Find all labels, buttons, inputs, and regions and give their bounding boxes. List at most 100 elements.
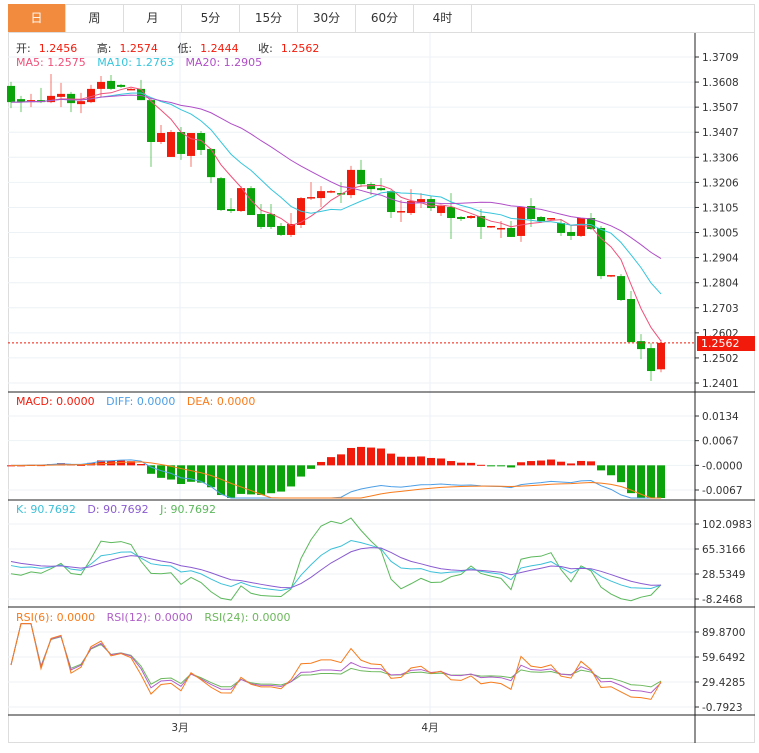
ma10-line <box>11 92 662 295</box>
macd-bar <box>137 464 145 466</box>
macd-legend: MACD: 0.0000 DIFF: 0.0000 DEA: 0.0000 <box>16 395 263 408</box>
macd-bar <box>577 460 585 466</box>
tab-5min[interactable]: 5分 <box>182 4 240 32</box>
tab-30min[interactable]: 30分 <box>298 4 356 32</box>
k-value: K: 90.7692 <box>16 503 76 516</box>
macd-bar <box>287 465 295 487</box>
candle-up <box>127 88 135 91</box>
candle-up <box>487 225 495 228</box>
macd-bar <box>127 461 135 466</box>
rsi24-line <box>10 623 662 688</box>
rsi12-value: RSI(12): 0.0000 <box>106 611 193 624</box>
macd-bar <box>517 462 525 466</box>
k-line <box>10 539 662 592</box>
macd-bar <box>177 465 185 484</box>
macd-bar <box>157 465 165 478</box>
macd-bar <box>417 456 425 466</box>
candle-up <box>437 206 445 214</box>
macd-bar <box>497 465 505 467</box>
candle-up <box>397 211 405 213</box>
candle-up <box>287 223 295 235</box>
macd-bar <box>337 454 345 466</box>
ma-legend: MA5: 1.2575 MA10: 1.2763 MA20: 1.2905 <box>16 56 270 69</box>
macd-bar <box>447 461 455 466</box>
ma5-value: MA5: 1.2575 <box>16 56 86 69</box>
price-axis-label: 1.3105 <box>702 202 739 214</box>
tab-60min[interactable]: 60分 <box>356 4 414 32</box>
candle-up <box>47 95 55 103</box>
candle-up <box>157 133 165 142</box>
candle-up <box>327 191 335 193</box>
macd-bar <box>637 465 645 498</box>
candle-down <box>7 85 15 103</box>
macd-bar <box>507 465 515 468</box>
candle-down <box>67 93 75 104</box>
j-line <box>10 517 662 602</box>
open-value: 1.2456 <box>38 42 78 55</box>
rsi-axis-label: 59.6492 <box>702 652 745 664</box>
candle-down <box>247 188 255 216</box>
candle-down <box>427 199 435 209</box>
price-axis-label: 1.2904 <box>702 253 739 265</box>
low-value: 1.2444 <box>200 42 239 55</box>
candle-up <box>577 218 585 236</box>
macd-bar <box>427 457 435 466</box>
macd-bar <box>627 465 635 494</box>
candle-down <box>377 188 385 191</box>
kdj-axis-label: 28.5349 <box>702 569 745 581</box>
candle-down <box>477 216 485 227</box>
macd-bar <box>527 461 535 466</box>
candle-down <box>367 184 375 190</box>
candle-down <box>267 214 275 227</box>
candle-down <box>207 148 215 178</box>
ma10-value: MA10: 1.2763 <box>97 56 174 69</box>
tab-month[interactable]: 月 <box>124 4 182 32</box>
candle-up <box>97 81 105 89</box>
candle-down <box>177 132 185 154</box>
tab-day[interactable]: 日 <box>8 4 66 32</box>
close-value: 1.2562 <box>280 42 320 55</box>
tab-week[interactable]: 周 <box>66 4 124 32</box>
ma20-value: MA20: 1.2905 <box>185 56 263 69</box>
macd-axis-label: -0.0067 <box>702 485 743 497</box>
d-value: D: 90.7692 <box>87 503 149 516</box>
rsi6-value: RSI(6): 0.0000 <box>16 611 96 624</box>
candle-down <box>507 227 515 237</box>
macd-bar <box>277 465 285 492</box>
macd-bar <box>597 465 605 471</box>
price-axis-label: 1.3709 <box>702 52 739 64</box>
tab-15min[interactable]: 15分 <box>240 4 298 32</box>
kdj-legend: K: 90.7692 D: 90.7692 J: 90.7692 <box>16 503 224 516</box>
ohlc-legend: 开: 1.2456 高: 1.2574 低: 1.2444 收: 1.2562 <box>16 40 335 56</box>
candle-up <box>57 93 65 97</box>
macd-bar <box>547 459 555 466</box>
macd-bar <box>387 453 395 466</box>
dea-value: DEA: 0.0000 <box>186 395 256 408</box>
candle-up <box>87 88 95 103</box>
candle-down <box>457 217 465 220</box>
price-axis-label: 1.3005 <box>702 228 739 240</box>
macd-bar <box>327 457 335 466</box>
macd-bar <box>167 465 175 480</box>
macd-axis-label: 0.0067 <box>702 436 739 448</box>
price-axis-label: 1.3206 <box>702 177 739 189</box>
candle-down <box>147 100 155 142</box>
macd-bar <box>457 462 465 466</box>
candle-up <box>347 169 355 196</box>
rsi6-line <box>10 623 662 700</box>
candle-up <box>517 207 525 236</box>
candle-down <box>137 88 145 101</box>
candle-down <box>587 218 595 229</box>
price-axis-label: 1.3306 <box>702 152 739 164</box>
macd-axis-label: 0.0134 <box>702 411 739 423</box>
ma20-line <box>11 94 662 259</box>
candle-down <box>217 178 225 211</box>
candle-down <box>257 214 265 227</box>
tab-4hour[interactable]: 4时 <box>414 4 472 32</box>
candle-up <box>417 199 425 203</box>
macd-bar <box>357 446 365 466</box>
price-axis-label: 1.2401 <box>702 378 739 390</box>
macd-bar <box>377 448 385 466</box>
candle-up <box>407 201 415 214</box>
